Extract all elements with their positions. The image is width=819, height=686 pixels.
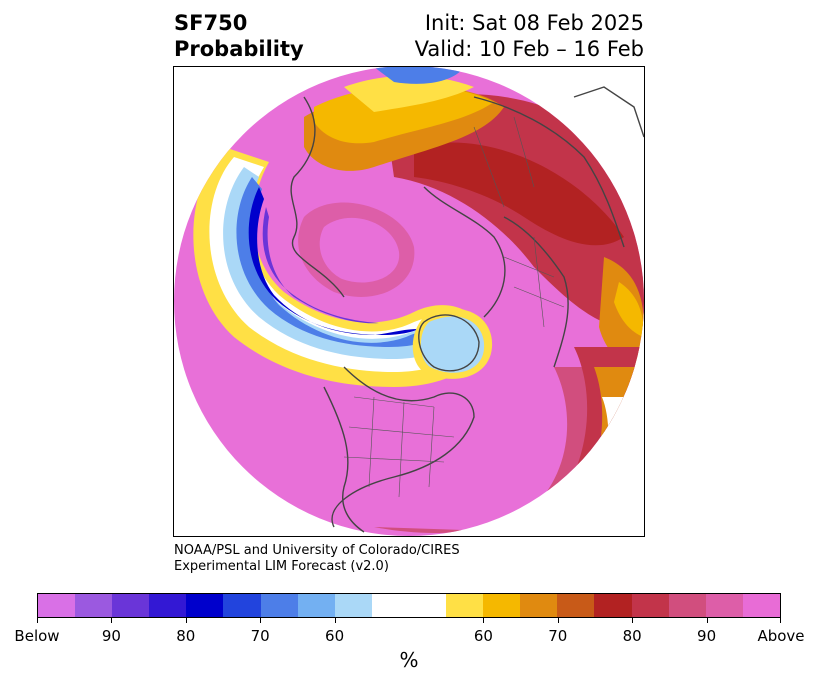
colorbar-segment xyxy=(260,594,298,617)
colorbar-tick xyxy=(334,618,336,623)
probability-map-svg xyxy=(174,67,644,536)
colorbar-segment xyxy=(149,594,187,617)
credit-line-2: Experimental LIM Forecast (v2.0) xyxy=(174,559,389,574)
polar-map xyxy=(173,66,645,537)
colorbar-tick-label: 90 xyxy=(697,627,717,645)
coastlines xyxy=(290,86,644,533)
colorbar-tick xyxy=(557,618,559,623)
colorbar-segment xyxy=(594,594,632,617)
colorbar-unit: % xyxy=(399,648,419,672)
colorbar-segment xyxy=(371,594,409,617)
colorbar-segment xyxy=(186,594,224,617)
colorbar-tick-label: Above xyxy=(757,627,805,645)
map-title: SF750 Probability xyxy=(174,10,304,62)
colorbar-tick-label: 70 xyxy=(250,627,270,645)
title-kind: Probability xyxy=(174,37,304,61)
map-dates: Init: Sat 08 Feb 2025 Valid: 10 Feb – 16… xyxy=(415,10,644,62)
credit: NOAA/PSL and University of Colorado/CIRE… xyxy=(174,543,460,575)
colorbar-tick-label: 70 xyxy=(548,627,568,645)
colorbar-tick xyxy=(260,618,262,623)
colorbar-tick xyxy=(185,618,187,623)
colorbar-tick-label: 80 xyxy=(176,627,196,645)
colorbar-segment xyxy=(223,594,261,617)
colorbar-segment xyxy=(705,594,743,617)
colorbar-segment xyxy=(38,594,76,617)
colorbar-tick xyxy=(780,618,781,623)
colorbar-segment xyxy=(297,594,335,617)
colorbar-segment xyxy=(483,594,521,617)
colorbar-tick xyxy=(37,618,38,623)
colorbar-tick xyxy=(111,618,113,623)
colorbar-tick-label: 80 xyxy=(622,627,642,645)
colorbar-segment xyxy=(112,594,150,617)
colorbar-segment xyxy=(408,594,447,617)
colorbar-tick xyxy=(632,618,634,623)
probability-field xyxy=(174,67,644,536)
colorbar-segment xyxy=(446,594,484,617)
colorbar-segment xyxy=(334,594,372,617)
credit-line-1: NOAA/PSL and University of Colorado/CIRE… xyxy=(174,543,460,558)
valid-range: Valid: 10 Feb – 16 Feb xyxy=(414,37,644,61)
colorbar-segment xyxy=(520,594,558,617)
colorbar-segment xyxy=(557,594,595,617)
colorbar-tick-label: 60 xyxy=(325,627,345,645)
init-date: Init: Sat 08 Feb 2025 xyxy=(424,11,644,35)
colorbar-segment xyxy=(668,594,706,617)
colorbar xyxy=(37,593,781,618)
colorbar-segment xyxy=(75,594,113,617)
title-variable: SF750 xyxy=(174,11,248,35)
colorbar-tick-label: Below xyxy=(14,627,60,645)
colorbar-segment xyxy=(631,594,669,617)
colorbar-tick-label: 60 xyxy=(473,627,493,645)
colorbar-tick-label: 90 xyxy=(101,627,121,645)
colorbar-tick xyxy=(483,618,485,623)
colorbar-tick xyxy=(706,618,708,623)
colorbar-segment xyxy=(742,594,780,617)
borders xyxy=(343,116,565,498)
